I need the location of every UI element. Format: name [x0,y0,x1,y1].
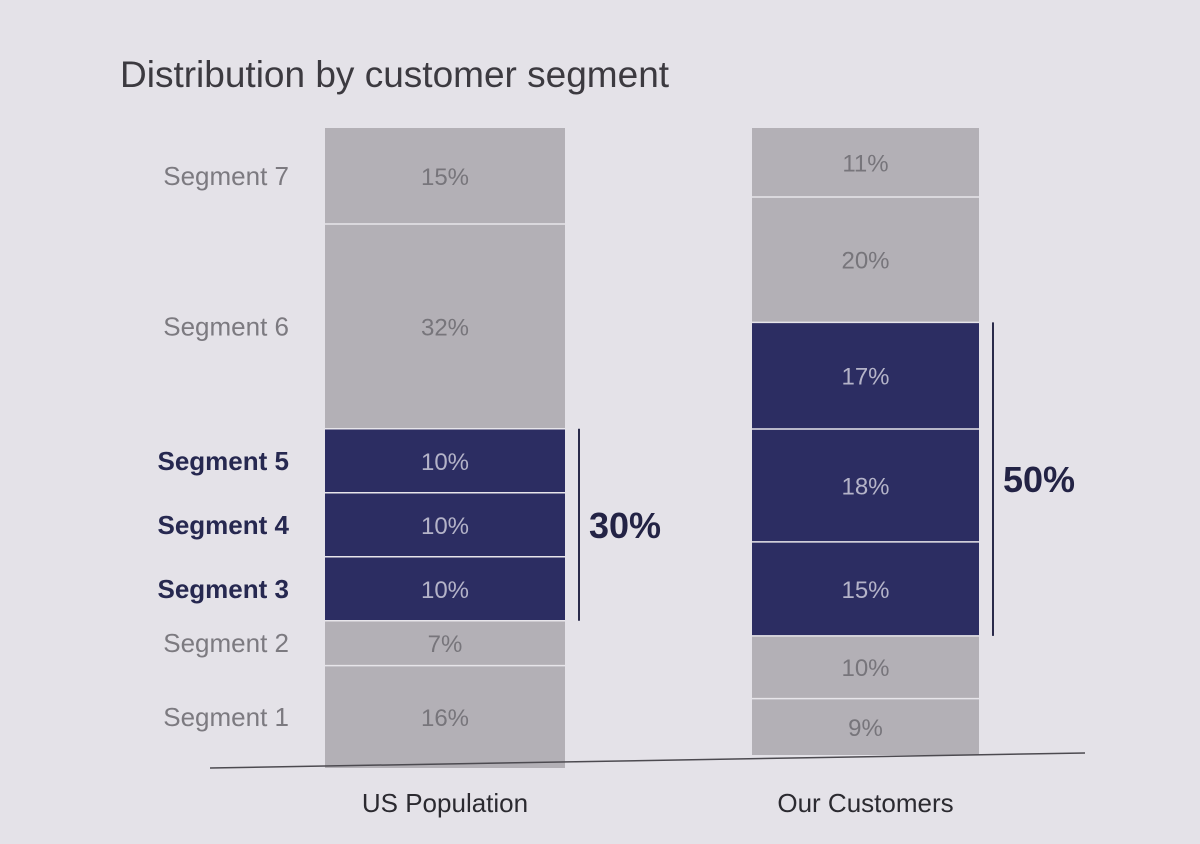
segment-label-segment-1: Segment 1 [163,702,289,732]
value-label-us-population-segment-4: 10% [421,513,469,540]
x-axis-baseline [209,752,1086,769]
value-labels-group: 16% 7% 10% 10% 10% 32% 15% 9% 10% 15% 18% 17% 20% 11% [421,150,890,741]
value-label-us-population-segment-1: 16% [421,705,469,732]
bar-our-customers-segment-6 [752,196,979,323]
bar-us-population-segment-4 [325,492,565,557]
category-label-our-customers: Our Customers [777,788,953,818]
segment-labels-group: Segment 1 Segment 2 Segment 3 Segment 4 Segm… [158,161,290,732]
segment-label-segment-4: Segment 4 [158,510,290,540]
category-labels-group: US Population Our Customers [362,788,954,818]
dividers-group [325,196,979,700]
segment-label-segment-3: Segment 3 [158,574,290,604]
value-label-us-population-segment-6: 32% [421,314,469,341]
value-label-us-population-segment-7: 15% [421,164,469,191]
segment-label-segment-5: Segment 5 [158,446,290,476]
segment-label-segment-6: Segment 6 [163,311,289,341]
value-label-our-customers-segment-6: 20% [841,248,889,275]
segment-label-segment-2: Segment 2 [163,628,289,658]
value-label-our-customers-segment-2: 10% [841,655,889,682]
chart-title: Distribution by customer segment [120,54,670,95]
value-label-our-customers-segment-5: 17% [841,364,889,391]
bar-us-population-segment-1 [325,665,565,768]
bars-group [325,128,979,768]
bar-us-population-segment-5 [325,428,565,493]
value-label-our-customers-segment-4: 18% [841,473,889,500]
bar-us-population-segment-2 [325,620,565,666]
bar-our-customers-segment-5 [752,322,979,429]
value-label-our-customers-segment-7: 11% [842,150,888,177]
bar-our-customers-segment-7 [752,128,979,197]
segment-label-segment-7: Segment 7 [163,161,289,191]
bar-us-population-segment-3 [325,556,565,621]
highlight-total-our-customers: 50% [1003,459,1075,500]
value-label-us-population-segment-5: 10% [421,449,469,476]
bar-us-population-segment-7 [325,128,565,224]
category-label-us-population: US Population [362,788,528,818]
value-label-us-population-segment-2: 7% [428,631,463,658]
value-label-our-customers-segment-1: 9% [848,715,883,742]
bar-our-customers-segment-4 [752,428,979,542]
bar-our-customers-segment-3 [752,541,979,636]
bar-us-population-segment-6 [325,224,565,429]
bar-our-customers-segment-2 [752,635,979,699]
highlight-total-us-population: 30% [589,505,661,546]
value-label-us-population-segment-3: 10% [421,577,469,604]
value-label-our-customers-segment-3: 15% [841,577,889,604]
brackets-group: 30% 50% [578,322,1075,636]
bar-our-customers-segment-1 [752,698,979,755]
